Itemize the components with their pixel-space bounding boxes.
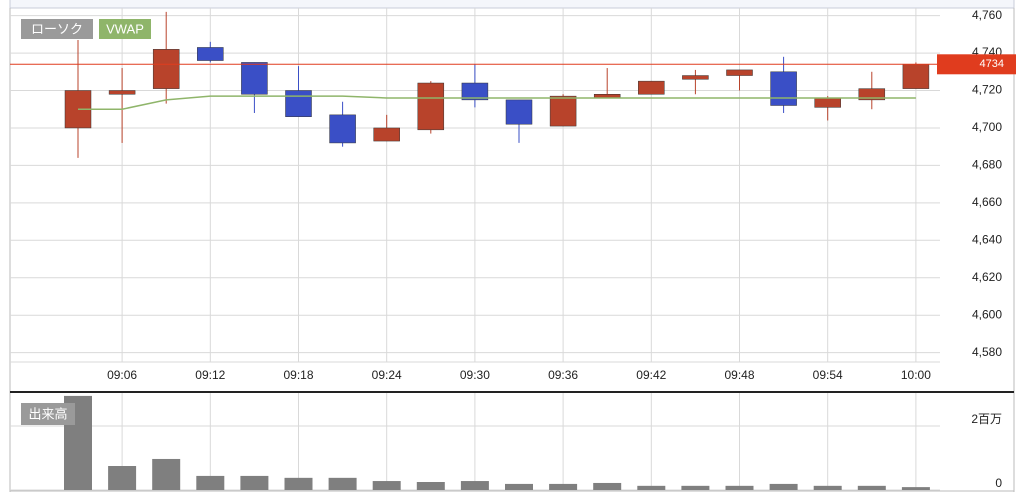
candle-body — [461, 82, 489, 101]
y-tick-label: 4,620 — [972, 270, 1002, 284]
candle-body — [770, 71, 797, 106]
candle-body — [329, 114, 356, 144]
x-tick-label: 09:18 — [283, 368, 313, 382]
volume-bar — [460, 481, 489, 490]
volume-bar — [637, 485, 666, 490]
candle-body — [373, 127, 400, 142]
y-tick-label: 4,660 — [972, 195, 1002, 209]
candle-body — [505, 99, 533, 125]
volume-bar — [196, 475, 225, 490]
volume-bar — [416, 482, 445, 490]
y-tick-label: 0 — [995, 476, 1002, 490]
legend-label: ローソク — [31, 21, 83, 36]
candle-body — [417, 82, 445, 131]
x-tick-label: 09:06 — [107, 368, 137, 382]
legend-box — [21, 19, 93, 39]
volume-bar — [549, 483, 578, 490]
volume-bar — [152, 458, 181, 490]
volume-bar — [505, 483, 533, 490]
marks — [10, 11, 940, 490]
x-tick-label: 09:12 — [195, 368, 225, 382]
vwap-line — [78, 95, 916, 110]
x-tick-label: 09:42 — [636, 368, 666, 382]
candle-body — [858, 88, 886, 101]
y-tick-label: 4,640 — [972, 232, 1002, 246]
x-tick-label: 09:48 — [724, 368, 754, 382]
candle-body — [108, 90, 136, 95]
volume-bar — [769, 483, 798, 490]
x-tick-label: 09:24 — [372, 368, 402, 382]
candle-body — [549, 95, 577, 127]
y-tick-label: 4,580 — [972, 345, 1002, 359]
volume-bar — [813, 485, 842, 490]
candle-body — [902, 64, 930, 89]
candle-body — [197, 47, 224, 61]
y-tick-label: 4,700 — [972, 120, 1002, 134]
volume-bar — [681, 485, 710, 490]
volume-bar — [108, 466, 137, 490]
x-tick-label: 09:54 — [813, 368, 843, 382]
volume-bar — [725, 485, 754, 490]
volume-bar — [240, 475, 269, 490]
volume-bar — [857, 485, 886, 490]
y-tick-label: 2百万 — [971, 412, 1002, 426]
legend-box — [99, 19, 151, 39]
candle-body — [682, 75, 709, 80]
volume-bar — [593, 482, 622, 490]
panel-label-box — [21, 403, 75, 425]
candle-body — [152, 49, 180, 89]
x-tick-label: 10:00 — [901, 368, 931, 382]
volume-bar — [328, 477, 357, 490]
last-price-label: 4734 — [980, 58, 1004, 70]
last-price-tag — [937, 54, 1016, 75]
legend-label: VWAP — [106, 21, 144, 36]
top-strip — [9, 0, 1015, 9]
candle-body — [638, 80, 665, 95]
volume-bar — [901, 487, 930, 490]
volume-bar — [284, 477, 313, 490]
y-tick-label: 4,720 — [972, 83, 1002, 97]
x-tick-label: 09:36 — [548, 368, 578, 382]
volume-bar — [372, 481, 401, 490]
candle-body — [726, 69, 753, 76]
y-tick-label: 4,760 — [972, 8, 1002, 22]
panel-label: 出来高 — [28, 406, 67, 421]
x-tick-label: 09:30 — [460, 368, 490, 382]
candle-body — [814, 97, 841, 108]
y-tick-label: 4,680 — [972, 158, 1002, 172]
candle-body — [285, 90, 312, 117]
y-tick-label: 4,600 — [972, 307, 1002, 321]
candle-body — [241, 62, 268, 95]
